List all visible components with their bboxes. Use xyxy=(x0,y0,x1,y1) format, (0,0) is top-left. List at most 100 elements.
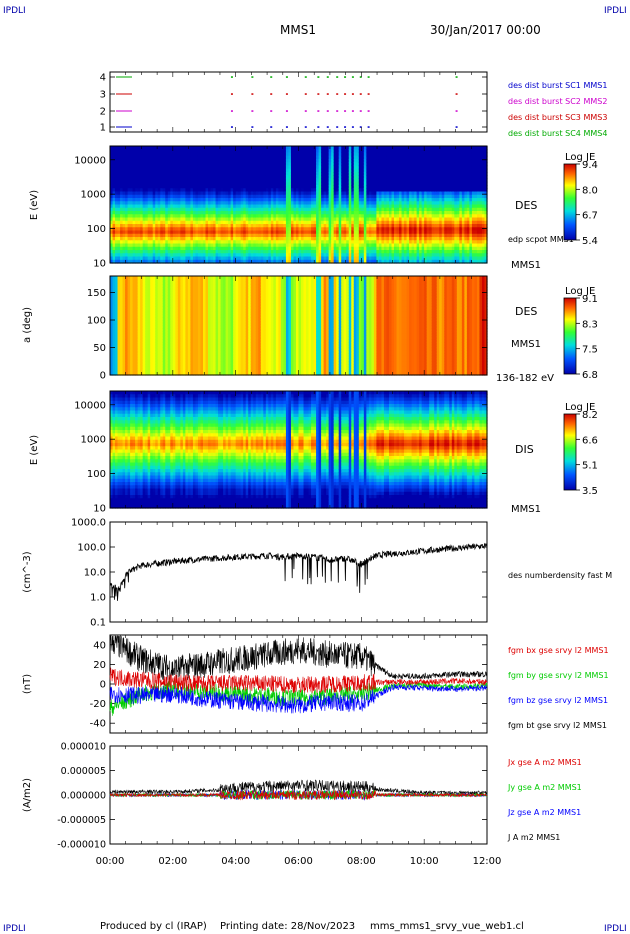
des-energy-cell xyxy=(243,259,247,264)
des-energy-cell xyxy=(328,159,332,163)
des-energy-cell xyxy=(436,155,440,160)
des-energy-cell xyxy=(323,246,327,251)
des-energy-cell xyxy=(361,243,365,248)
des-energy-cell xyxy=(147,175,151,180)
des-energy-cell xyxy=(444,185,448,189)
des-energy-cell xyxy=(381,233,385,238)
des-energy-cell xyxy=(190,240,194,245)
des-energy-cell xyxy=(356,207,360,212)
des-energy-cell xyxy=(263,191,267,196)
des-energy-cell xyxy=(446,230,450,235)
des-energy-cell xyxy=(235,233,239,238)
des-energy-cell xyxy=(223,250,227,254)
des-energy-cell xyxy=(130,259,134,264)
des-energy-cell xyxy=(416,227,420,232)
des-energy-cell xyxy=(333,198,337,202)
des-energy-cell xyxy=(426,256,430,261)
des-energy-cell xyxy=(117,162,121,167)
des-energy-cell xyxy=(135,152,139,157)
des-energy-cell xyxy=(202,201,207,206)
header-right-tag: IPDLI xyxy=(604,6,627,16)
des-energy-cell xyxy=(265,162,269,167)
des-energy-cell xyxy=(303,152,307,157)
des-energy-cell xyxy=(386,165,390,170)
des-energy-cell xyxy=(110,246,114,251)
des-energy-cell xyxy=(225,194,229,199)
des-energy-cell xyxy=(202,227,207,232)
des-energy-cell xyxy=(172,146,176,150)
des-energy-cell xyxy=(336,165,340,170)
des-energy-cell xyxy=(230,224,234,228)
des-energy-cell xyxy=(228,220,232,225)
des-energy-cell xyxy=(356,149,360,154)
des-energy-cell xyxy=(414,201,418,206)
des-energy-cell xyxy=(230,198,234,202)
des-energy-cell xyxy=(441,259,445,264)
des-energy-cell xyxy=(137,227,141,232)
des-energy-cell xyxy=(220,181,224,186)
des-energy-cell xyxy=(253,253,257,258)
des-energy-cell xyxy=(295,207,300,212)
des-energy-cell xyxy=(263,217,267,222)
des-energy-cell xyxy=(137,259,141,264)
des-energy-cell xyxy=(152,175,156,180)
des-energy-cell xyxy=(426,237,430,241)
des-energy-cell xyxy=(321,224,325,228)
des-energy-cell xyxy=(125,168,129,173)
des-energy-cell xyxy=(449,246,453,251)
des-energy-cell xyxy=(213,162,217,167)
des-energy-cell xyxy=(250,214,254,219)
des-energy-cell xyxy=(263,188,267,193)
des-energy-cell xyxy=(265,165,269,170)
des-energy-cell xyxy=(386,217,390,222)
des-energy-cell xyxy=(391,250,395,254)
des-energy-cell xyxy=(195,227,199,232)
des-energy-cell xyxy=(431,149,435,154)
des-energy-cell xyxy=(401,185,405,189)
des-energy-cell xyxy=(356,243,360,248)
des-energy-cell xyxy=(265,256,269,261)
des-energy-cell xyxy=(182,243,186,248)
des-energy-cell xyxy=(419,243,423,248)
des-energy-cell xyxy=(431,211,435,215)
des-energy-cell xyxy=(328,250,332,254)
des-energy-cell xyxy=(162,149,166,154)
des-energy-cell xyxy=(321,188,325,193)
burst-mark xyxy=(367,126,370,128)
des-energy-cell xyxy=(248,168,252,173)
des-energy-cell xyxy=(368,217,372,222)
des-energy-cell xyxy=(182,230,186,235)
des-energy-cell xyxy=(162,168,166,173)
des-energy-cell xyxy=(115,233,119,238)
des-energy-cell xyxy=(278,146,282,150)
des-energy-cell xyxy=(298,259,302,264)
des-energy-cell xyxy=(253,250,257,254)
des-energy-cell xyxy=(200,256,204,261)
des-energy-cell xyxy=(223,224,227,228)
des-energy-cell xyxy=(363,240,367,245)
des-energy-cell xyxy=(311,253,315,258)
des-energy-cell xyxy=(253,149,257,154)
des-energy-cell xyxy=(439,253,443,258)
des-energy-cell xyxy=(378,172,383,176)
des-energy-cell xyxy=(208,211,212,215)
des-energy-cell xyxy=(150,237,154,241)
des-energy-cell xyxy=(200,152,204,157)
des-energy-cell xyxy=(208,201,212,206)
des-energy-cell xyxy=(208,198,212,202)
des-energy-cell xyxy=(175,152,179,157)
des-energy-cell xyxy=(112,198,116,202)
des-energy-cell xyxy=(127,152,131,157)
des-energy-cell xyxy=(192,256,197,261)
des-energy-cell xyxy=(187,172,192,176)
des-energy-cell xyxy=(373,162,378,167)
des-energy-cell xyxy=(394,259,398,264)
des-energy-cell xyxy=(192,243,197,248)
des-energy-cell xyxy=(351,253,355,258)
des-energy-cell xyxy=(341,233,345,238)
des-energy-cell xyxy=(160,194,164,199)
des-energy-cell xyxy=(358,246,362,251)
des-energy-cell xyxy=(343,207,347,212)
des-energy-cell xyxy=(268,220,272,225)
des-energy-cell xyxy=(394,168,398,173)
